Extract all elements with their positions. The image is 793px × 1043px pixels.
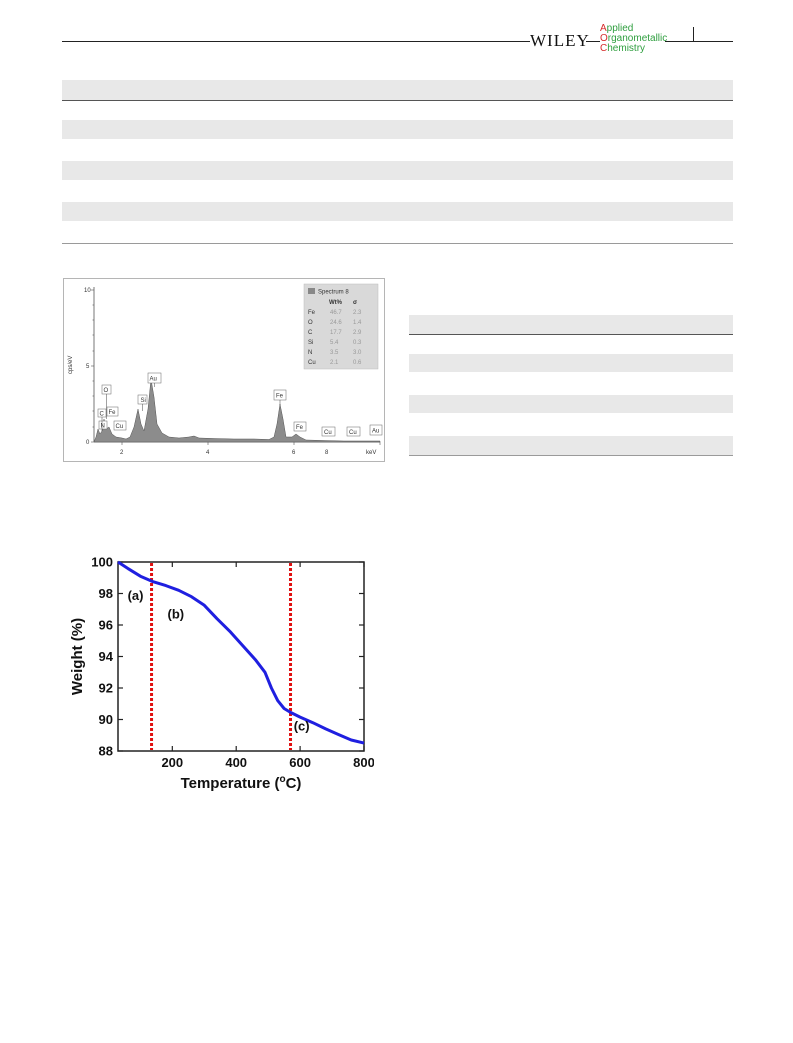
eds-peak-label: Au: [372, 429, 379, 435]
eds-legend: Spectrum 8 Wt% σ Fe 46.7 2.3 O 24.6 1.4 C 17.7 2…: [303, 283, 379, 370]
eds-xunit: keV: [366, 450, 376, 456]
eds-peak-label: O: [104, 388, 109, 394]
eds-peak-label-box: [321, 426, 336, 437]
table-row: [62, 161, 733, 180]
eds-peak-label-box: [369, 424, 383, 436]
tga-ytick-label: 96: [99, 618, 113, 633]
eds-ytick-10: 10: [84, 288, 91, 294]
eds-peak-label-box: [113, 420, 127, 431]
header-rule-left: [62, 41, 530, 42]
tga-xtick-label: 400: [225, 755, 247, 770]
eds-peak-label: C: [100, 412, 105, 418]
publisher-logo: WILEY: [530, 31, 590, 50]
journal-line-2: Organometallic: [600, 33, 668, 44]
tga-xtick-label: 600: [289, 755, 311, 770]
eds-legend-sigma: 2.9: [353, 330, 362, 336]
eds-xtick-8: 8: [325, 450, 329, 456]
eds-legend-wt: 5.4: [330, 340, 339, 346]
eds-legend-sigma: 2.3: [353, 310, 362, 316]
eds-legend-sigma: 0.6: [353, 360, 362, 366]
tga-ytick-label: 88: [99, 744, 113, 759]
eds-legend-element: N: [308, 350, 312, 356]
eds-xtick-2: 2: [120, 450, 124, 456]
eds-spectrum-plot: 10 5 0 cps/eV 2 4 6 8 keV: [68, 283, 383, 456]
eds-legend-element: Cu: [308, 360, 316, 366]
tga-figure: 88 90 92 94 96 98 100 200 400 600 800 Weight (%) Tem…: [64, 548, 375, 798]
eds-peak-label-box: [346, 426, 361, 437]
tga-ytick-label: 94: [99, 649, 114, 664]
eds-peak-label: Cu: [324, 430, 332, 436]
eds-peak-label: Fe: [276, 394, 284, 400]
side-table-row: [409, 395, 733, 413]
table-row: [62, 202, 733, 221]
eds-legend-element: Fe: [308, 310, 316, 316]
eds-legend-swatch: [308, 288, 315, 294]
tga-xtick-label: 200: [161, 755, 183, 770]
header-rule-right: [665, 41, 733, 42]
eds-peak-label-box: [293, 421, 307, 432]
header-rule-mid: [586, 41, 600, 42]
eds-legend-sigma: 3.0: [353, 350, 362, 356]
eds-legend-wt: 3.5: [330, 350, 339, 356]
eds-legend-element: C: [308, 330, 313, 336]
tga-ytick-label: 98: [99, 586, 113, 601]
eds-legend-sigma: 0.3: [353, 340, 362, 346]
tga-ytick-label: 90: [99, 712, 113, 727]
tga-region-label: (b): [168, 607, 185, 622]
eds-peak-label: Cu: [116, 424, 124, 430]
eds-legend-col-wt: Wt%: [329, 300, 343, 306]
eds-legend-title: Spectrum 8: [318, 290, 349, 296]
eds-xtick-4: 4: [206, 450, 210, 456]
journal-line-3: Chemistry: [600, 43, 646, 54]
table-row: [62, 120, 733, 139]
tga-ylabel: Weight (%): [69, 618, 86, 695]
side-table-row: [409, 436, 733, 455]
table-bottom-rule: [62, 243, 733, 244]
eds-peak-label: N: [101, 424, 105, 430]
eds-peak-label-box: [98, 420, 108, 430]
eds-ytick-5: 5: [86, 364, 90, 370]
eds-legend-element: O: [308, 320, 313, 326]
eds-spectrum-figure: 10 5 0 cps/eV 2 4 6 8 keV: [63, 278, 385, 462]
table-header-row: [62, 80, 733, 100]
eds-legend-col-sigma: σ: [353, 300, 357, 306]
tga-plot-frame: [117, 561, 365, 752]
tga-weight-curve: [117, 560, 365, 745]
table-header-rule: [62, 100, 733, 101]
eds-spectrum-fill: [93, 378, 381, 443]
eds-legend-element: Si: [308, 340, 313, 346]
header-page-tick: [693, 27, 694, 41]
eds-legend-sigma: 1.4: [353, 320, 362, 326]
tga-ytick-label: 100: [91, 555, 113, 570]
eds-legend-wt: 24.6: [330, 320, 342, 326]
journal-line-1: Applied: [600, 23, 634, 34]
tga-region-label: (c): [294, 719, 310, 734]
side-table-header: [409, 315, 733, 334]
eds-ylabel: cps/eV: [68, 356, 74, 374]
tga-xlabel: Temperature (oC): [181, 774, 302, 792]
eds-xtick-6: 6: [292, 450, 296, 456]
tga-region-label: (a): [128, 588, 144, 603]
tga-chart: 88 90 92 94 96 98 100 200 400 600 800 Weight (%) Tem…: [69, 555, 375, 793]
eds-peak-label: Fe: [296, 425, 304, 431]
eds-legend-wt: 2.1: [330, 360, 339, 366]
side-table-bottom-rule: [409, 455, 733, 456]
eds-peak-label: Cu: [349, 430, 357, 436]
eds-legend-wt: 17.7: [330, 330, 342, 336]
side-table-row: [409, 354, 733, 372]
side-table-header-rule: [409, 334, 733, 335]
eds-ytick-0: 0: [86, 440, 90, 446]
eds-peak-label: Fe: [109, 410, 117, 416]
tga-xtick-label: 800: [353, 755, 374, 770]
eds-peak-label: Si: [141, 398, 146, 404]
journal-logo: Applied Organometallic Chemistry: [600, 24, 667, 54]
tga-ytick-label: 92: [99, 681, 113, 696]
eds-peak-label-box: [106, 406, 119, 417]
eds-peak-label: Au: [150, 377, 157, 383]
eds-legend-wt: 46.7: [330, 310, 342, 316]
